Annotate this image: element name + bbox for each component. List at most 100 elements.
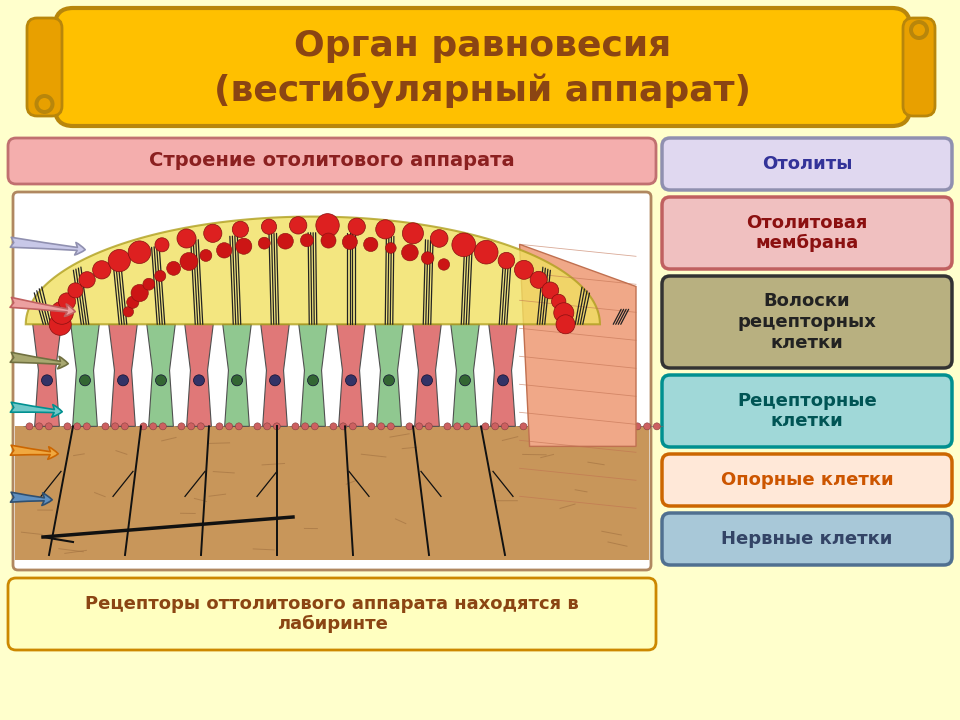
Circle shape	[556, 315, 575, 334]
Circle shape	[340, 423, 347, 430]
Text: Опорные клетки: Опорные клетки	[721, 471, 894, 489]
Circle shape	[606, 423, 612, 430]
FancyBboxPatch shape	[662, 197, 952, 269]
Circle shape	[401, 244, 419, 261]
Circle shape	[301, 423, 309, 430]
Circle shape	[497, 375, 509, 386]
Circle shape	[567, 423, 575, 430]
Polygon shape	[299, 324, 327, 426]
Circle shape	[111, 423, 119, 430]
Circle shape	[654, 423, 660, 430]
Polygon shape	[527, 324, 555, 426]
Polygon shape	[26, 217, 600, 324]
Circle shape	[45, 423, 53, 430]
Circle shape	[541, 282, 559, 299]
Text: Орган равновесия: Орган равновесия	[294, 29, 671, 63]
Circle shape	[155, 271, 166, 282]
Polygon shape	[33, 324, 61, 426]
Circle shape	[26, 423, 33, 430]
Circle shape	[258, 237, 270, 249]
Circle shape	[292, 423, 299, 430]
Circle shape	[540, 423, 546, 430]
FancyBboxPatch shape	[662, 375, 952, 447]
Polygon shape	[564, 324, 593, 426]
Polygon shape	[147, 324, 176, 426]
Polygon shape	[374, 324, 403, 426]
Circle shape	[236, 238, 252, 254]
Circle shape	[187, 423, 195, 430]
Circle shape	[311, 423, 319, 430]
Circle shape	[573, 375, 585, 386]
Text: Нервные клетки: Нервные клетки	[721, 530, 893, 548]
Circle shape	[217, 243, 232, 258]
Circle shape	[913, 24, 925, 36]
Circle shape	[74, 423, 81, 430]
Text: (вестибулярный аппарат): (вестибулярный аппарат)	[214, 72, 751, 108]
Polygon shape	[489, 324, 517, 426]
Circle shape	[454, 423, 461, 430]
Circle shape	[264, 423, 271, 430]
Circle shape	[235, 423, 242, 430]
Text: Рецепторы оттолитового аппарата находятся в
лабиринте: Рецепторы оттолитового аппарата находятс…	[85, 595, 579, 634]
Circle shape	[277, 233, 294, 249]
Circle shape	[321, 233, 336, 248]
FancyBboxPatch shape	[662, 138, 952, 190]
Circle shape	[307, 375, 319, 386]
Circle shape	[180, 253, 198, 271]
Circle shape	[452, 233, 475, 256]
Circle shape	[64, 423, 71, 430]
Circle shape	[474, 240, 498, 264]
Circle shape	[464, 423, 470, 430]
Circle shape	[530, 271, 547, 288]
Circle shape	[300, 234, 313, 247]
Circle shape	[36, 423, 42, 430]
Circle shape	[274, 423, 280, 430]
Circle shape	[348, 218, 366, 235]
Circle shape	[421, 252, 434, 264]
Polygon shape	[184, 324, 213, 426]
Circle shape	[596, 423, 603, 430]
Circle shape	[498, 252, 515, 269]
Circle shape	[80, 375, 90, 386]
FancyBboxPatch shape	[662, 454, 952, 506]
Circle shape	[84, 423, 90, 430]
Circle shape	[194, 375, 204, 386]
Circle shape	[178, 423, 185, 430]
Circle shape	[612, 375, 622, 386]
Circle shape	[551, 294, 565, 309]
Circle shape	[59, 293, 76, 310]
Polygon shape	[108, 324, 137, 426]
Circle shape	[159, 423, 166, 430]
Circle shape	[515, 261, 534, 279]
Text: Строение отолитового аппарата: Строение отолитового аппарата	[149, 151, 515, 171]
Circle shape	[123, 307, 133, 317]
Circle shape	[444, 423, 451, 430]
Circle shape	[368, 423, 375, 430]
Circle shape	[131, 284, 148, 302]
Circle shape	[416, 423, 422, 430]
Circle shape	[375, 220, 395, 239]
FancyBboxPatch shape	[8, 138, 656, 184]
Polygon shape	[451, 324, 479, 426]
Text: Отолитовая
мембрана: Отолитовая мембрана	[746, 214, 868, 253]
Circle shape	[520, 423, 527, 430]
Circle shape	[140, 423, 147, 430]
Circle shape	[346, 375, 356, 386]
Circle shape	[558, 423, 564, 430]
Circle shape	[577, 423, 585, 430]
Circle shape	[41, 375, 53, 386]
Circle shape	[231, 375, 243, 386]
Circle shape	[909, 20, 929, 40]
Circle shape	[383, 375, 395, 386]
Circle shape	[634, 423, 641, 430]
Circle shape	[79, 271, 95, 288]
FancyBboxPatch shape	[13, 192, 651, 570]
Circle shape	[406, 423, 413, 430]
Text: Рецепторные
клетки: Рецепторные клетки	[737, 392, 876, 431]
Circle shape	[216, 423, 223, 430]
Circle shape	[364, 238, 378, 251]
FancyBboxPatch shape	[662, 276, 952, 368]
Circle shape	[38, 98, 51, 110]
Text: Волоски
рецепторных
клетки: Волоски рецепторных клетки	[737, 292, 876, 352]
Text: Отолиты: Отолиты	[761, 155, 852, 173]
